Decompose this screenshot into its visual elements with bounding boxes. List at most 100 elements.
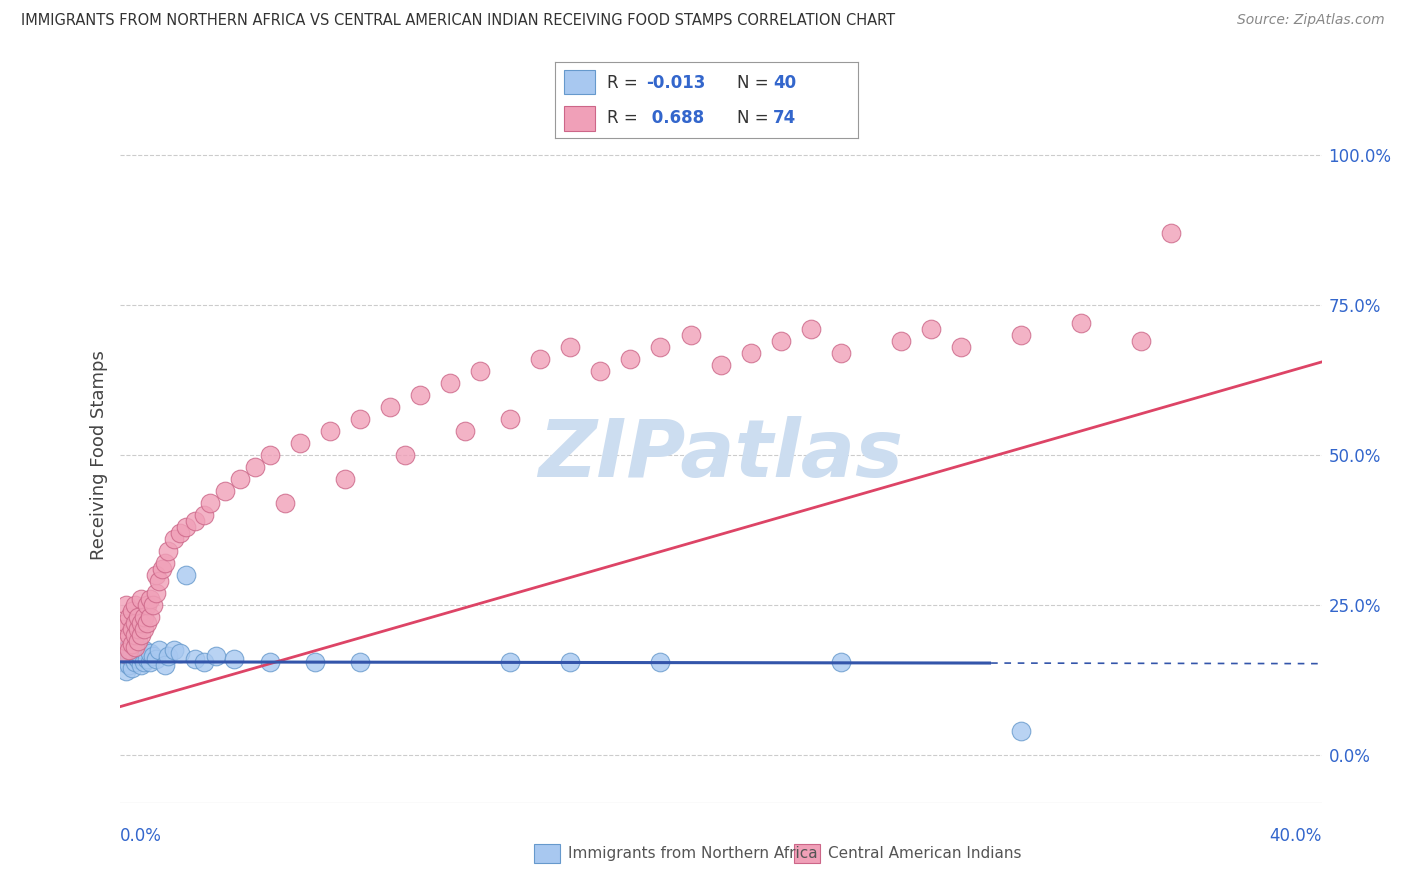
Point <box>145 567 167 582</box>
Point <box>288 436 311 450</box>
Text: 40.0%: 40.0% <box>1270 827 1322 845</box>
Point <box>1070 316 1092 330</box>
Point <box>138 655 160 669</box>
Point <box>499 655 522 669</box>
Point <box>150 562 173 576</box>
Point <box>132 655 155 669</box>
Point <box>174 520 197 534</box>
Point <box>145 586 167 600</box>
Point <box>274 496 297 510</box>
Point <box>454 424 477 438</box>
Text: Immigrants from Northern Africa: Immigrants from Northern Africa <box>568 847 818 861</box>
Point <box>193 508 215 522</box>
Point <box>111 622 134 636</box>
Point <box>589 364 612 378</box>
Point <box>117 640 139 654</box>
Point <box>114 664 136 678</box>
Point <box>121 646 143 660</box>
Text: -0.013: -0.013 <box>647 74 706 92</box>
Point <box>127 646 149 660</box>
Point <box>169 646 191 660</box>
Text: R =: R = <box>607 109 643 127</box>
Point <box>409 388 432 402</box>
Point <box>142 648 165 663</box>
Point <box>138 591 160 606</box>
Point <box>129 628 152 642</box>
Point <box>162 643 184 657</box>
Point <box>183 514 205 528</box>
Point <box>153 657 176 672</box>
Point <box>117 657 139 672</box>
Point <box>162 532 184 546</box>
Point <box>121 622 143 636</box>
Point <box>135 615 157 630</box>
Point <box>132 610 155 624</box>
Point <box>304 655 326 669</box>
Text: 74: 74 <box>773 109 796 127</box>
Point <box>156 544 179 558</box>
Point <box>135 598 157 612</box>
Point <box>124 640 146 654</box>
Point <box>243 459 266 474</box>
Point <box>349 655 371 669</box>
Point <box>214 483 236 498</box>
Point <box>709 358 731 372</box>
Point <box>135 652 157 666</box>
Point <box>117 643 139 657</box>
Point <box>800 322 823 336</box>
Point <box>650 340 672 354</box>
Point <box>114 598 136 612</box>
Point <box>560 655 582 669</box>
Point <box>769 334 792 348</box>
Text: Source: ZipAtlas.com: Source: ZipAtlas.com <box>1237 13 1385 28</box>
Text: 0.0%: 0.0% <box>120 827 162 845</box>
Point <box>619 351 641 366</box>
Point <box>529 351 551 366</box>
Point <box>560 340 582 354</box>
Point <box>679 328 702 343</box>
Point <box>129 648 152 663</box>
Point <box>830 346 852 360</box>
Point <box>124 615 146 630</box>
Point <box>132 622 155 636</box>
Point <box>148 643 170 657</box>
Point <box>394 448 416 462</box>
Point <box>378 400 401 414</box>
Point <box>114 633 136 648</box>
Point <box>148 574 170 588</box>
Text: R =: R = <box>607 74 643 92</box>
Point <box>1010 723 1032 738</box>
Point <box>183 652 205 666</box>
Point <box>222 652 245 666</box>
Point <box>468 364 492 378</box>
Point <box>129 657 152 672</box>
Point <box>121 637 143 651</box>
Point <box>127 652 149 666</box>
Point <box>121 661 143 675</box>
Text: Central American Indians: Central American Indians <box>828 847 1022 861</box>
Point <box>117 648 139 663</box>
Point <box>1160 226 1182 240</box>
Point <box>129 615 152 630</box>
Point <box>174 567 197 582</box>
Point <box>499 412 522 426</box>
Point <box>124 655 146 669</box>
Point <box>349 412 371 426</box>
Point <box>124 628 146 642</box>
Point <box>117 610 139 624</box>
Point <box>319 424 342 438</box>
Point <box>890 334 912 348</box>
Point <box>114 643 136 657</box>
Point <box>333 472 356 486</box>
Point <box>259 655 281 669</box>
Point <box>145 652 167 666</box>
Point <box>124 648 146 663</box>
Y-axis label: Receiving Food Stamps: Receiving Food Stamps <box>90 350 108 560</box>
Point <box>259 448 281 462</box>
Point <box>124 598 146 612</box>
Point <box>198 496 221 510</box>
Point <box>156 648 179 663</box>
Text: 0.688: 0.688 <box>647 109 704 127</box>
Point <box>138 610 160 624</box>
Point <box>111 646 134 660</box>
